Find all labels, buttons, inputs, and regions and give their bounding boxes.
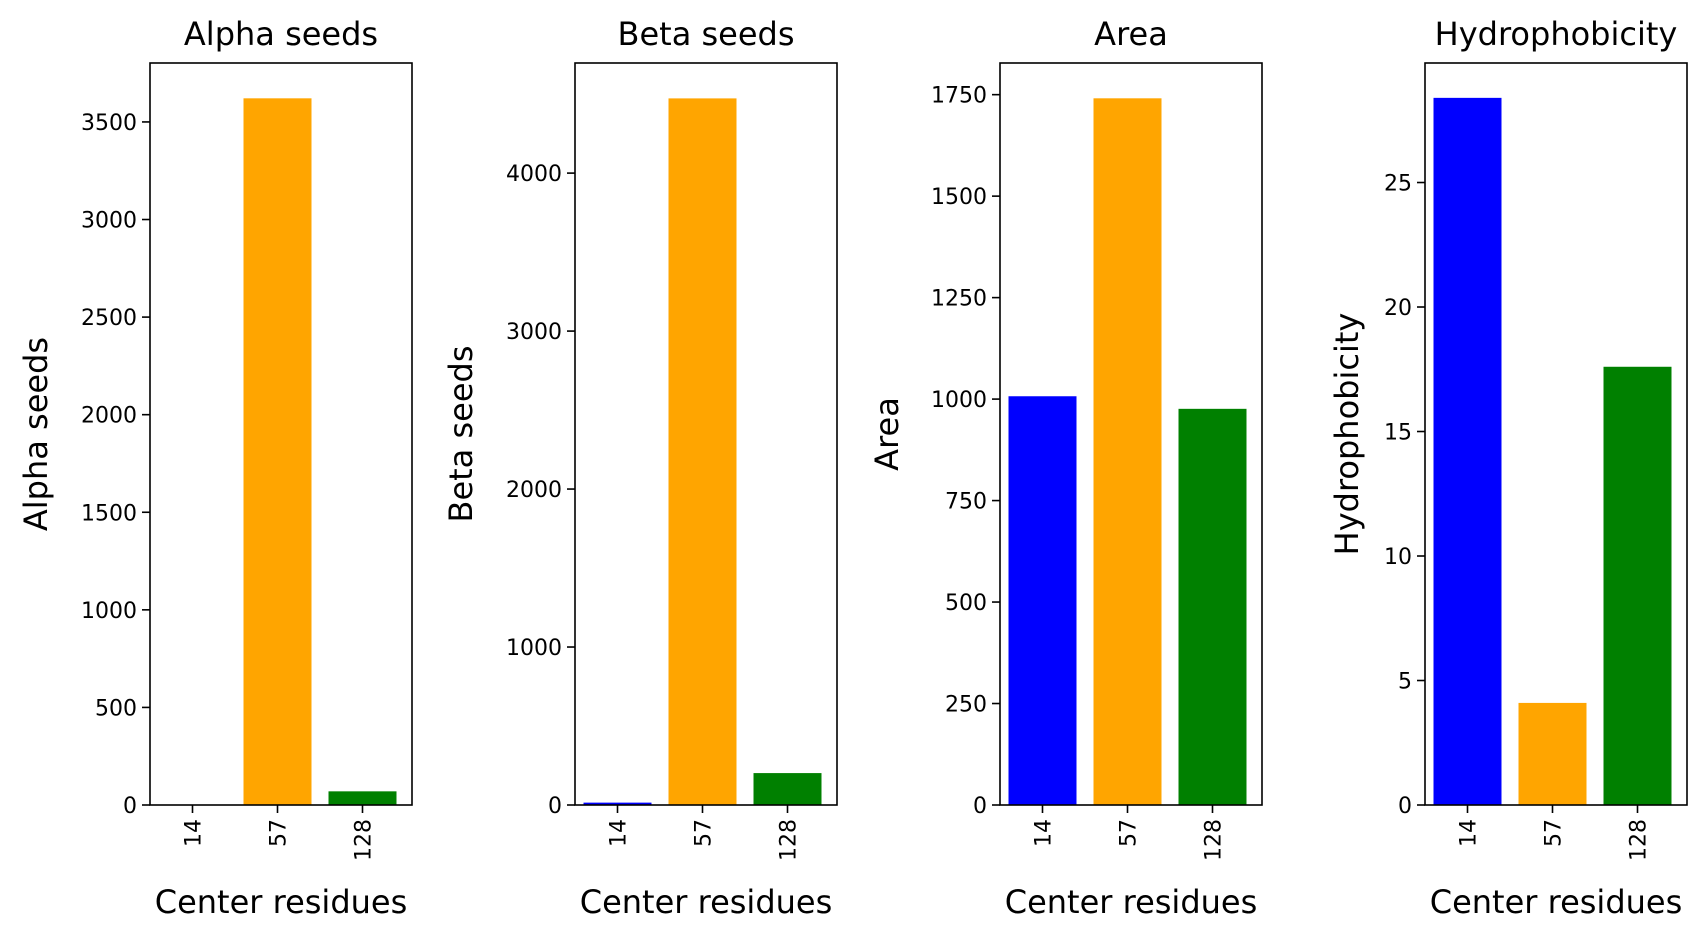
chart-panel-4: 0 5 10 15 20 25 14 57 128 Hydrophobicity Center re… [1328, 15, 1688, 921]
bar-57 [1093, 98, 1162, 805]
y-tick-label: 1250 [931, 287, 987, 312]
y-tick-label: 3500 [81, 111, 137, 136]
x-tick-label: 128 [1627, 819, 1652, 861]
x-tick-label: 14 [1032, 819, 1057, 847]
y-tick-label: 2000 [81, 404, 137, 429]
plot-frame [574, 62, 838, 806]
bar-14 [1433, 97, 1502, 806]
y-tick-label: 5 [1398, 670, 1412, 695]
x-tick-label: 14 [182, 819, 207, 847]
x-axis-label: Center residues [155, 883, 408, 921]
y-axis-label: Alpha seeds [17, 337, 55, 531]
y-tick-label: 15 [1384, 421, 1412, 446]
x-tick-label: 14 [1457, 819, 1482, 847]
chart-panel-1: 0 500 1000 1500 2000 2500 3000 3500 14 57 128 Alpha… [17, 15, 413, 921]
y-tick-label: 0 [548, 794, 562, 819]
x-tick-label: 57 [267, 819, 292, 847]
y-tick-label: 250 [945, 693, 987, 718]
y-tick-label: 4000 [506, 162, 562, 187]
x-tick-label: 128 [352, 819, 377, 861]
plot-frame [999, 62, 1263, 806]
x-tick-label: 128 [1202, 819, 1227, 861]
y-tick-label: 500 [945, 591, 987, 616]
bar-128 [328, 791, 397, 805]
y-axis-label: Hydrophobicity [1328, 313, 1366, 556]
bar-14 [583, 802, 652, 805]
y-tick-label: 0 [123, 794, 137, 819]
chart-title: Alpha seeds [184, 15, 378, 53]
x-axis-label: Center residues [1430, 883, 1683, 921]
x-tick-label: 57 [1117, 819, 1142, 847]
x-tick-label: 14 [607, 819, 632, 847]
chart-panel-3: 0 250 500 750 1000 1250 1500 1750 14 57 128 Area Cen… [868, 15, 1263, 921]
y-tick-label: 20 [1384, 296, 1412, 321]
bar-128 [1178, 408, 1247, 805]
y-tick-label: 0 [973, 794, 987, 819]
x-tick-label: 57 [1542, 819, 1567, 847]
y-tick-label: 1000 [81, 599, 137, 624]
bar-57 [1518, 702, 1587, 805]
bar-128 [1603, 366, 1672, 805]
plot-frame [1424, 62, 1688, 806]
bar-14 [1008, 396, 1077, 805]
y-tick-label: 750 [945, 490, 987, 515]
x-tick-label: 128 [777, 819, 802, 861]
x-axis-label: Center residues [1005, 883, 1258, 921]
y-tick-label: 3000 [81, 209, 137, 234]
chart-panel-2: 0 1000 2000 3000 4000 14 57 128 Beta seeds Center… [442, 15, 838, 921]
plot-frame [149, 62, 413, 806]
chart-title: Beta seeds [618, 15, 795, 53]
y-tick-label: 1750 [931, 84, 987, 109]
y-axis-label: Beta seeds [442, 346, 480, 523]
y-tick-label: 0 [1398, 794, 1412, 819]
y-tick-label: 1500 [931, 185, 987, 210]
y-axis-label: Area [868, 397, 906, 471]
y-tick-label: 3000 [506, 320, 562, 345]
chart-title: Area [1094, 15, 1168, 53]
x-tick-label: 57 [692, 819, 717, 847]
bar-57 [668, 98, 737, 805]
bar-57 [243, 98, 312, 805]
chart-title: Hydrophobicity [1435, 15, 1678, 53]
y-tick-label: 10 [1384, 545, 1412, 570]
x-axis-label: Center residues [580, 883, 833, 921]
y-tick-label: 2000 [506, 478, 562, 503]
y-tick-label: 1000 [506, 636, 562, 661]
y-tick-label: 1500 [81, 501, 137, 526]
y-tick-label: 2500 [81, 306, 137, 331]
y-tick-label: 25 [1384, 172, 1412, 197]
y-tick-label: 1000 [931, 388, 987, 413]
y-tick-label: 500 [95, 696, 137, 721]
bar-128 [753, 773, 822, 805]
